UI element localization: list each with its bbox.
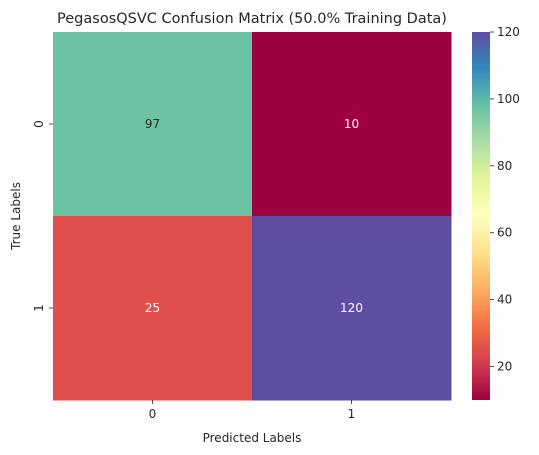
heatmap-cell-0-1	[252, 32, 452, 217]
cell-value-label-0-1: 10	[344, 117, 359, 131]
x-tick-label: 0	[149, 407, 157, 421]
y-axis-label: True Labels	[9, 182, 23, 251]
heatmap-cell-1-0	[53, 216, 253, 401]
heatmap-cell-labels: 97 10 25 120	[145, 117, 363, 315]
colorbar-tick-label: 60	[497, 226, 512, 240]
cell-value-label-0-0: 97	[145, 117, 160, 131]
chart-title: PegasosQSVC Confusion Matrix (50.0% Trai…	[57, 11, 447, 27]
colorbar-tick-label: 40	[497, 293, 512, 307]
x-tick-label: 1	[348, 407, 356, 421]
colorbar	[472, 32, 490, 400]
colorbar-tick-label: 80	[497, 159, 512, 173]
colorbar-tick-label: 20	[497, 360, 512, 374]
colorbar-tick-label: 120	[497, 25, 520, 39]
colorbar-tick-label: 100	[497, 92, 520, 106]
y-axis-ticks: 01	[32, 120, 53, 312]
heatmap-cells	[53, 32, 452, 401]
x-axis-label: Predicted Labels	[203, 431, 302, 445]
heatmap-cell-0-0	[53, 32, 253, 217]
colorbar-ticks: 20 40 60 80 100 120	[490, 25, 520, 374]
heatmap-cell-1-1	[252, 216, 452, 401]
y-tick-label: 1	[32, 304, 46, 312]
cell-value-label-1-1: 120	[340, 301, 363, 315]
cell-value-label-1-0: 25	[145, 301, 160, 315]
y-tick-label: 0	[32, 120, 46, 128]
